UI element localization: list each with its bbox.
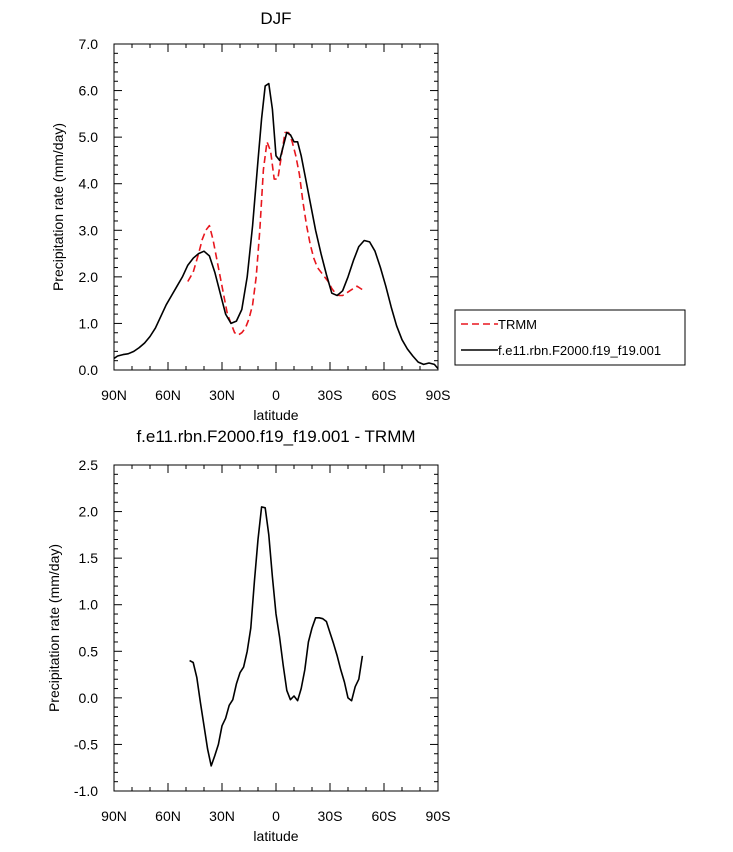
x-tick-label: 90S bbox=[426, 808, 451, 824]
x-tick-label: 60N bbox=[155, 808, 181, 824]
x-tick-label: 0 bbox=[272, 387, 280, 403]
x-axis-label: latitude bbox=[253, 407, 298, 423]
y-tick-label: 3.0 bbox=[79, 222, 99, 238]
y-tick-label: 0.5 bbox=[79, 643, 99, 659]
legend-box bbox=[454, 309, 686, 366]
x-tick-label: 30N bbox=[209, 387, 235, 403]
y-tick-label: 2.0 bbox=[79, 269, 99, 285]
chart-title: f.e11.rbn.F2000.f19_f19.001 - TRMM bbox=[136, 427, 415, 446]
y-tick-label: 1.5 bbox=[79, 550, 99, 566]
y-tick-label: 2.0 bbox=[79, 504, 99, 520]
series-line-difference bbox=[189, 506, 364, 767]
y-tick-label: -0.5 bbox=[74, 736, 98, 752]
y-tick-label: 1.0 bbox=[79, 597, 99, 613]
difference-panel: f.e11.rbn.F2000.f19_f19.001 - TRMM 90N 60… bbox=[46, 427, 450, 844]
y-tick-label: 2.5 bbox=[79, 457, 99, 473]
x-tick-label: 30S bbox=[318, 808, 343, 824]
plot-frame bbox=[113, 464, 439, 792]
series-line-trmm bbox=[187, 131, 365, 336]
legend: TRMM f.e11.rbn.F2000.f19_f19.001 bbox=[454, 309, 686, 366]
x-tick-label: 60S bbox=[372, 808, 397, 824]
y-tick-label: 0.0 bbox=[79, 362, 99, 378]
y-tick-labels: 0.0 1.0 2.0 3.0 4.0 5.0 6.0 7.0 bbox=[79, 36, 99, 378]
legend-label-trmm: TRMM bbox=[498, 317, 537, 332]
x-tick-label: 90S bbox=[426, 387, 451, 403]
y-tick-label: -1.0 bbox=[74, 783, 98, 799]
y-tick-labels: -1.0 -0.5 0.0 0.5 1.0 1.5 2.0 2.5 bbox=[74, 457, 98, 799]
x-tick-labels: 90N 60N 30N 0 30S 60S 90S bbox=[101, 808, 450, 824]
y-axis-label: Precipitation rate (mm/day) bbox=[46, 544, 62, 712]
axis-ticks bbox=[113, 43, 439, 371]
series-layer bbox=[113, 82, 439, 370]
x-tick-label: 90N bbox=[101, 808, 127, 824]
y-tick-label: 4.0 bbox=[79, 176, 99, 192]
x-tick-label: 60S bbox=[372, 387, 397, 403]
y-axis-label: Precipitation rate (mm/day) bbox=[50, 123, 66, 291]
y-tick-label: 6.0 bbox=[79, 83, 99, 99]
y-tick-label: 7.0 bbox=[79, 36, 99, 52]
y-tick-label: 1.0 bbox=[79, 315, 99, 331]
chart-title: DJF bbox=[260, 9, 291, 28]
x-axis-label: latitude bbox=[253, 828, 298, 844]
x-tick-label: 90N bbox=[101, 387, 127, 403]
x-tick-label: 30S bbox=[318, 387, 343, 403]
y-tick-label: 0.0 bbox=[79, 690, 99, 706]
x-tick-label: 60N bbox=[155, 387, 181, 403]
x-tick-label: 0 bbox=[272, 808, 280, 824]
climatology-panel: DJF 90N 60N 30N 0 30S 60S 90S 0.0 1.0 2.0 3.0 4.0 5… bbox=[50, 9, 686, 423]
y-tick-label: 5.0 bbox=[79, 129, 99, 145]
axis-ticks bbox=[113, 464, 439, 792]
x-tick-label: 30N bbox=[209, 808, 235, 824]
series-layer bbox=[189, 506, 364, 767]
legend-label-model: f.e11.rbn.F2000.f19_f19.001 bbox=[498, 343, 661, 358]
x-tick-labels: 90N 60N 30N 0 30S 60S 90S bbox=[101, 387, 450, 403]
plot-frame bbox=[113, 43, 439, 371]
series-line-model bbox=[113, 82, 439, 370]
